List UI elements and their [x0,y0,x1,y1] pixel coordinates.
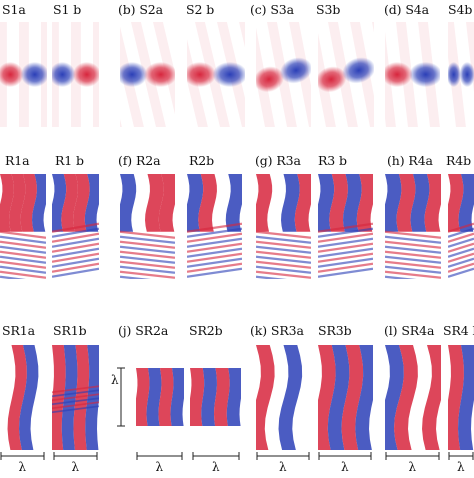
panel-r4b [448,174,474,279]
label-sr1a: SR1a [2,323,35,338]
scale-bar-label: λ [212,460,220,474]
scale-bar-label: λ [71,460,80,474]
panel-sr3b [318,345,373,450]
panel-s3b [318,22,374,127]
scale-bar-4: λ [192,452,240,478]
panel-r2b [187,174,242,279]
panel-r1b [52,174,99,279]
panel-sr2a [136,368,184,426]
panel-r3a [256,174,311,279]
panel-s1a [0,22,47,127]
panel-sr4a [385,345,441,450]
scale-bar-3: λ [136,452,183,478]
label-r2a: (f) R2a [118,153,161,168]
label-r3b: R3 b [318,153,347,168]
panel-sr3a [256,345,311,450]
scale-bar-label: λ [155,460,164,474]
label-s4b: S4b [448,2,473,17]
panel-s3a [256,22,311,127]
label-sr3b: SR3b [318,323,352,338]
label-sr2b: SR2b [189,323,223,338]
label-sr4a: (l) SR4a [384,323,435,338]
scale-bar-8: λ [448,452,474,478]
scale-bar-label: λ [408,460,417,474]
vertical-scale-label: λ [111,373,119,387]
scale-bar-1: λ [0,452,45,478]
panel-r1a [0,174,46,279]
label-s1a: S1a [2,2,26,17]
panel-s4a [385,22,440,127]
label-r2b: R2b [189,153,215,168]
panel-s4b [448,22,474,127]
label-s4a: (d) S4a [384,2,429,17]
scale-bar-7: λ [385,452,440,478]
panel-sr2b [190,368,241,426]
panel-r2a [120,174,175,279]
label-r1a: R1a [5,153,30,168]
scale-bar-label: λ [457,460,465,474]
scale-bar-5: λ [256,452,310,478]
panel-sr1a [0,345,46,450]
panel-s2b [187,22,245,127]
panel-s2a [120,22,175,127]
label-r4a: (h) R4a [387,153,433,168]
label-sr3a: (k) SR3a [250,323,304,338]
scale-bar-label: λ [18,460,27,474]
label-sr4b: SR4 b [443,323,474,338]
panel-r3b [318,174,373,279]
label-s3a: (c) S3a [250,2,294,17]
scale-bar-label: λ [279,460,287,474]
label-s1b: S1 b [53,2,82,17]
panel-s1b [52,22,99,127]
label-s2b: S2 b [186,2,215,17]
scale-bar-6: λ [318,452,372,478]
scale-bar-2: λ [53,452,98,478]
label-s2a: (b) S2a [118,2,163,17]
label-r1b: R1 b [55,153,84,168]
label-r4b: R4b [446,153,472,168]
label-sr2a: (j) SR2a [118,323,169,338]
scale-bar-label: λ [341,460,349,474]
label-r3a: (g) R3a [255,153,301,168]
label-sr1b: SR1b [53,323,87,338]
panel-sr4b [448,345,474,450]
panel-r4a [385,174,441,279]
panel-sr1b [52,345,99,450]
label-s3b: S3b [316,2,341,17]
vertical-scale-bar [117,367,125,427]
